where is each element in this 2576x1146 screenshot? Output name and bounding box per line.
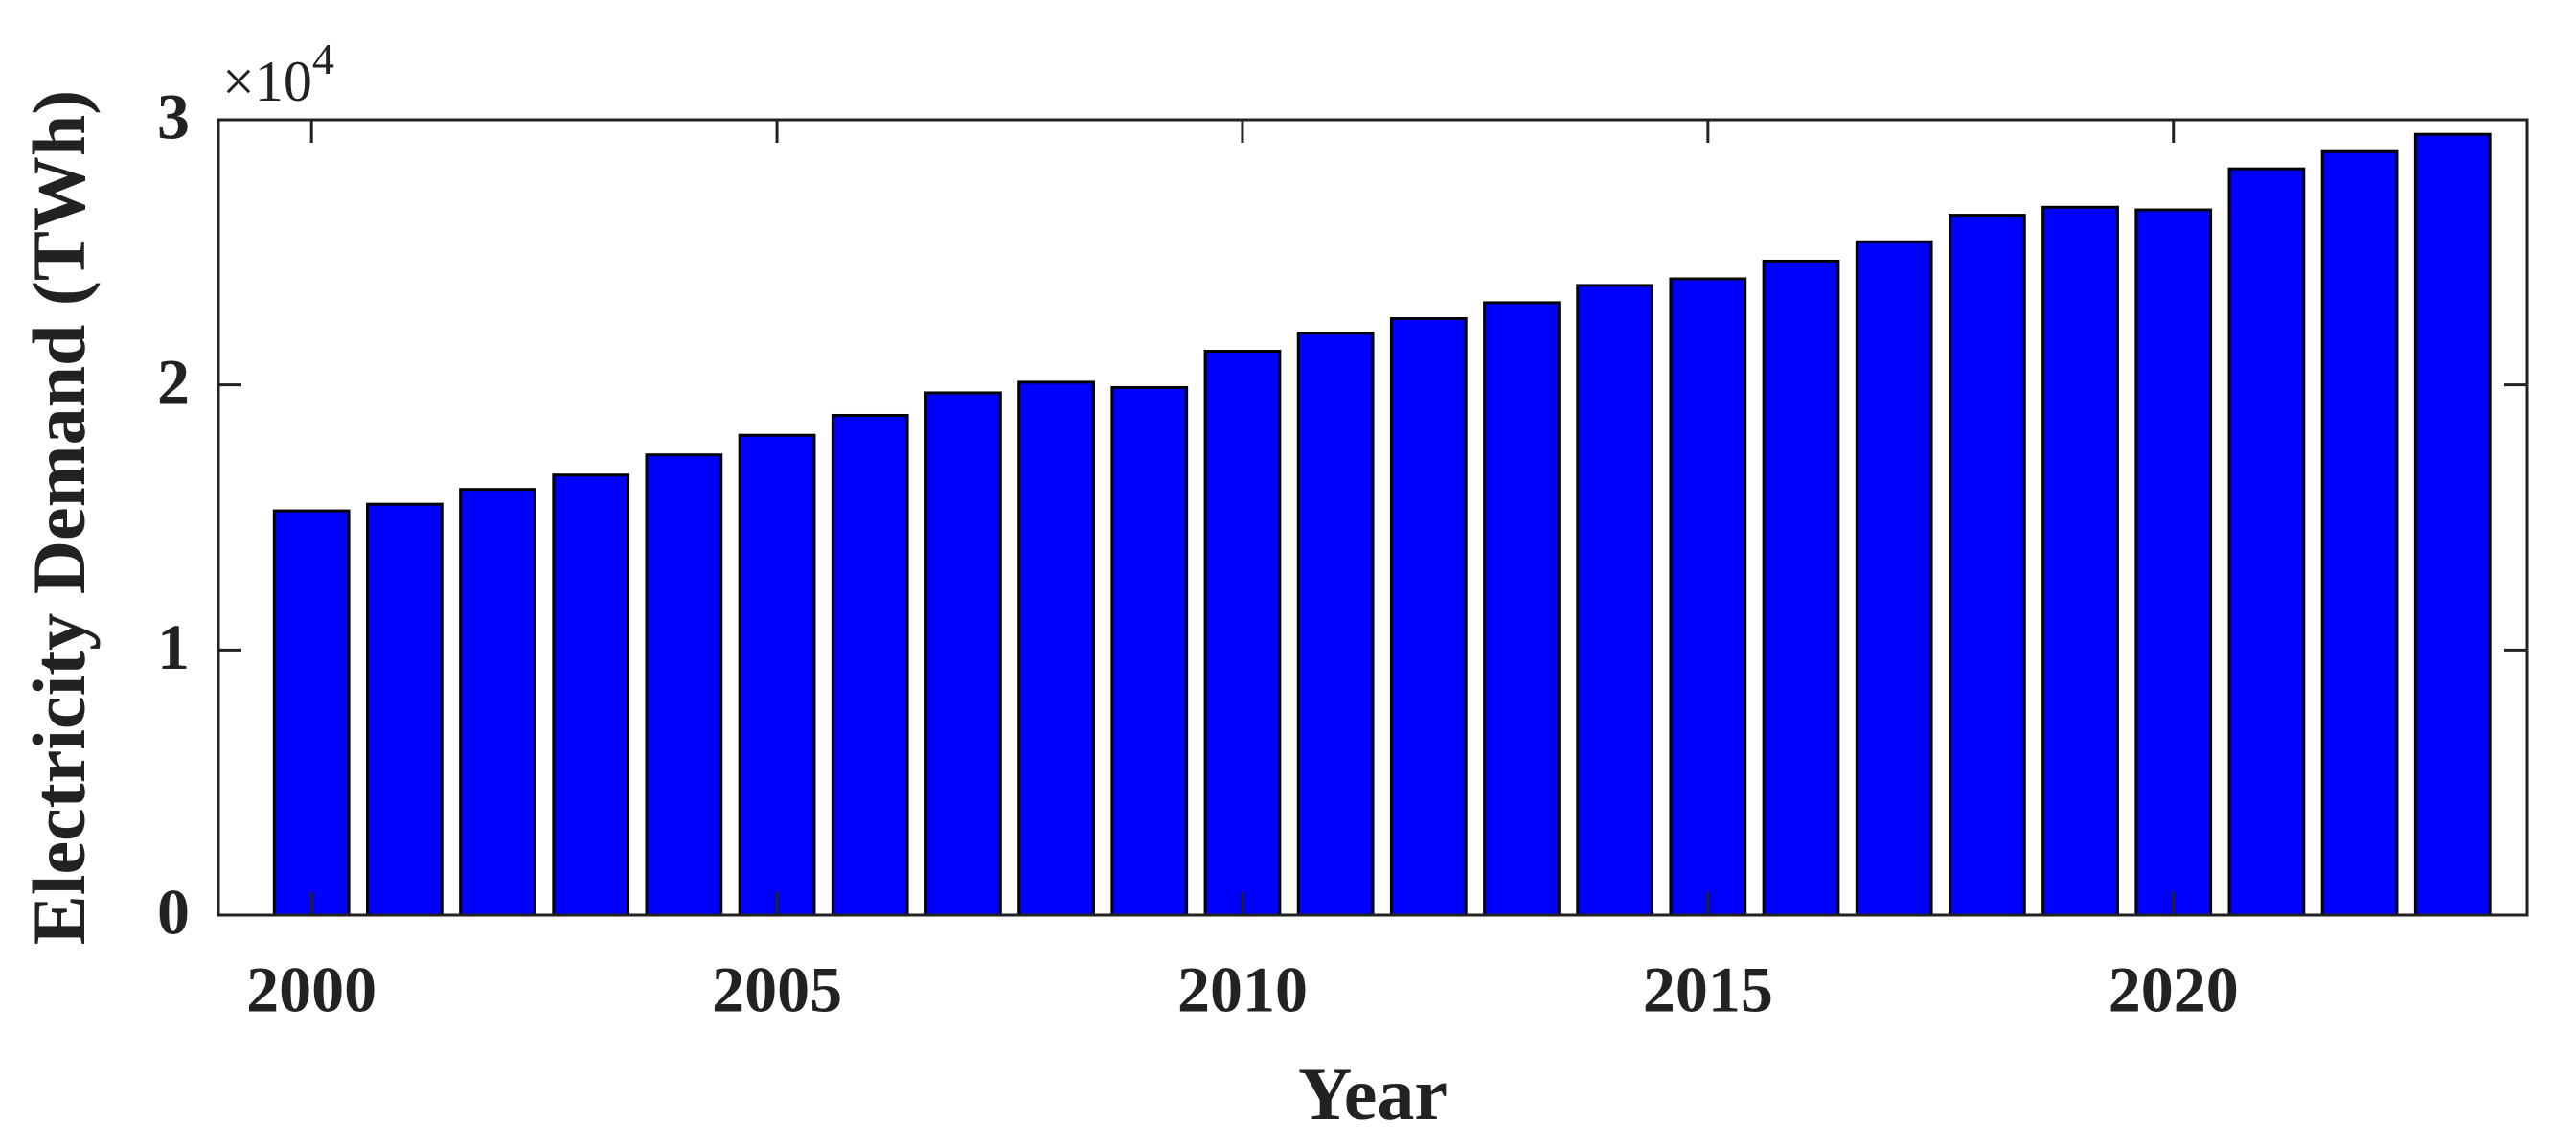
bar <box>2413 132 2492 917</box>
bar <box>2227 167 2306 917</box>
bar <box>738 433 816 917</box>
x-tick-label: 2010 <box>1177 953 1308 1026</box>
y-multiplier-exponent: 4 <box>312 34 334 83</box>
bar <box>2134 208 2213 917</box>
x-tick-label: 2015 <box>1643 953 1773 1026</box>
x-tick-label: 2000 <box>246 953 376 1026</box>
bar <box>1576 284 1654 917</box>
bar <box>1296 332 1375 917</box>
bar <box>1203 350 1282 917</box>
y-axis-label: Electricity Demand (TWh) <box>17 90 101 946</box>
bar <box>1483 301 1561 917</box>
bar <box>1762 259 1840 917</box>
y-tick-label: 1 <box>157 610 190 683</box>
y-multiplier-base: ×10 <box>222 50 312 113</box>
bar <box>1110 385 1189 917</box>
plot-frame <box>217 118 2529 917</box>
y-tick-label: 3 <box>157 80 190 153</box>
bar <box>1855 240 1933 917</box>
bar <box>552 473 630 917</box>
bar <box>924 391 1002 917</box>
y-multiplier: ×104 <box>222 34 334 113</box>
x-axis-label: Year <box>1298 1052 1448 1135</box>
x-tick-label: 2005 <box>712 953 842 1026</box>
y-tick-label: 0 <box>157 876 190 949</box>
bar <box>272 509 351 917</box>
bar <box>1949 214 2026 917</box>
bar <box>1389 317 1468 917</box>
bar <box>645 453 723 917</box>
bar <box>365 502 444 917</box>
bar <box>1017 380 1095 917</box>
bar <box>1669 277 1747 917</box>
x-tick-label: 2020 <box>2109 953 2239 1026</box>
bar <box>2320 149 2399 917</box>
y-tick-label: 2 <box>157 345 190 418</box>
bar <box>2041 205 2119 917</box>
bar <box>831 413 909 917</box>
bar <box>459 488 536 917</box>
